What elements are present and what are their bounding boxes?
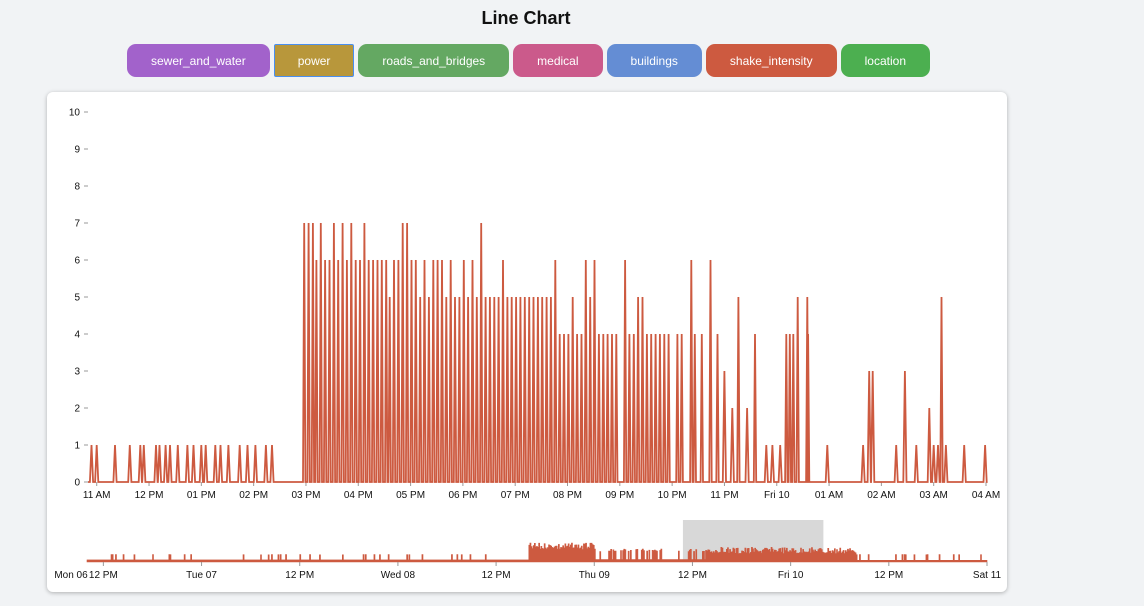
brush-x-tick: Tue 07	[186, 562, 217, 581]
x-tick: 11 AM	[83, 482, 111, 501]
brush-x-tick: 12 PM	[874, 562, 903, 581]
filter-button-shake-intensity[interactable]: shake_intensity	[705, 44, 837, 77]
y-tick: 8	[74, 182, 88, 193]
x-tick-label: 04 AM	[972, 490, 1000, 501]
x-tick: 04 AM	[972, 482, 1000, 501]
filter-button-roads-and-bridges[interactable]: roads_and_bridges	[358, 44, 510, 77]
brush-x-tick-label: 12 PM	[89, 570, 118, 581]
brush-context-chart[interactable]: Mon 06 12 PM Tue 07 12 PM Wed 08 12 PM Thu 09 1…	[47, 520, 1002, 581]
brush-x-tick-label: 12 PM	[678, 570, 707, 581]
x-tick-label: 02 AM	[867, 490, 895, 501]
y-tick-label: 2	[74, 404, 80, 415]
x-tick-label: 02 PM	[239, 490, 268, 501]
y-tick: 7	[74, 219, 88, 230]
x-tick: Fri 10	[764, 482, 790, 501]
x-tick: 06 PM	[448, 482, 477, 501]
filter-button-medical[interactable]: medical	[513, 44, 603, 77]
y-tick-label: 0	[74, 478, 80, 489]
x-tick-label: 04 PM	[344, 490, 373, 501]
y-tick: 5	[74, 293, 88, 304]
brush-x-tick: 12 PM	[678, 562, 707, 581]
x-tick: 03 AM	[920, 482, 948, 501]
x-tick: 12 PM	[135, 482, 164, 501]
x-axis: 11 AM 12 PM 01 PM 02 PM 03 PM 04 PM 05 PM 06 PM…	[83, 482, 1000, 501]
y-tick: 1	[74, 441, 88, 452]
x-tick: 03 PM	[292, 482, 321, 501]
brush-x-tick-label: Tue 07	[186, 570, 217, 581]
x-tick: 02 PM	[239, 482, 268, 501]
brush-x-tick-label: Mon 06	[54, 570, 88, 581]
y-axis: 0 1 2 3 4 5 6 7 8 9 10	[69, 108, 88, 489]
y-tick-label: 4	[74, 330, 80, 341]
brush-x-tick-label: Fri 10	[778, 570, 804, 581]
x-tick-label: 11 AM	[83, 490, 111, 501]
brush-x-tick: 12 PM	[285, 562, 314, 581]
brush-area	[86, 542, 988, 563]
x-tick: 11 PM	[710, 482, 739, 501]
y-tick: 10	[69, 108, 88, 119]
y-tick-label: 1	[74, 441, 80, 452]
category-button-bar: sewer_and_water power roads_and_bridges med…	[127, 44, 930, 77]
y-tick: 9	[74, 145, 88, 156]
brush-x-tick: 12 PM	[89, 562, 118, 581]
x-tick: 04 PM	[344, 482, 373, 501]
y-tick: 2	[74, 404, 88, 415]
brush-x-tick-label: 12 PM	[874, 570, 903, 581]
x-tick-label: 12 PM	[135, 490, 164, 501]
x-tick-label: 10 PM	[658, 490, 687, 501]
filter-button-buildings[interactable]: buildings	[606, 44, 702, 77]
y-tick-label: 9	[74, 145, 80, 156]
brush-x-tick-label: 12 PM	[482, 570, 511, 581]
chart-title: Line Chart	[481, 8, 571, 28]
brush-x-tick: 12 PM	[482, 562, 511, 581]
y-tick: 3	[74, 367, 88, 378]
y-tick-label: 7	[74, 219, 80, 230]
x-tick-label: 01 AM	[815, 490, 843, 501]
y-tick: 6	[74, 256, 88, 267]
series-line-shake-intensity	[88, 222, 988, 483]
x-tick: 09 PM	[605, 482, 634, 501]
x-tick-label: 11 PM	[710, 490, 738, 501]
y-tick: 0	[74, 478, 88, 489]
filter-button-power[interactable]: power	[273, 44, 355, 77]
brush-x-tick: Mon 06	[54, 570, 88, 581]
x-tick: 05 PM	[396, 482, 425, 501]
brush-x-tick-label: Wed 08	[381, 570, 416, 581]
y-tick: 4	[74, 330, 88, 341]
chart-card: 0 1 2 3 4 5 6 7 8 9 10 11 AM 12 PM 01 PM 02 PM 03 PM 04…	[47, 92, 1007, 592]
x-tick-label: 03 AM	[920, 490, 948, 501]
brush-x-tick-label: 12 PM	[285, 570, 314, 581]
brush-x-tick-label: Sat 11	[973, 570, 1002, 581]
y-tick-label: 8	[74, 182, 80, 193]
line-chart: 0 1 2 3 4 5 6 7 8 9 10 11 AM 12 PM 01 PM 02 PM 03 PM 04…	[47, 108, 1002, 582]
x-tick-label: 01 PM	[187, 490, 216, 501]
y-tick-label: 3	[74, 367, 80, 378]
x-tick-label: 08 PM	[553, 490, 582, 501]
brush-x-tick: Wed 08	[381, 562, 416, 581]
x-tick: 08 PM	[553, 482, 582, 501]
x-tick-label: 09 PM	[605, 490, 634, 501]
brush-x-tick: Fri 10	[778, 562, 804, 581]
brush-x-tick: Thu 09	[579, 562, 611, 581]
filter-button-location[interactable]: location	[840, 44, 930, 77]
x-tick: 10 PM	[658, 482, 687, 501]
y-tick-label: 6	[74, 256, 80, 267]
filter-button-sewer-and-water[interactable]: sewer_and_water	[127, 44, 270, 77]
x-tick: 07 PM	[501, 482, 530, 501]
x-tick: 02 AM	[867, 482, 896, 501]
x-tick-label: Fri 10	[764, 490, 790, 501]
x-tick-label: 06 PM	[448, 490, 477, 501]
brush-x-tick-label: Thu 09	[579, 570, 611, 581]
y-tick-label: 5	[74, 293, 80, 304]
x-tick-label: 07 PM	[501, 490, 530, 501]
x-tick-label: 05 PM	[396, 490, 425, 501]
brush-x-tick: Sat 11	[973, 562, 1002, 581]
x-tick: 01 AM	[815, 482, 843, 501]
plot-area	[88, 222, 988, 483]
y-tick-label: 10	[69, 108, 81, 119]
x-tick: 01 PM	[187, 482, 216, 501]
x-tick-label: 03 PM	[292, 490, 321, 501]
